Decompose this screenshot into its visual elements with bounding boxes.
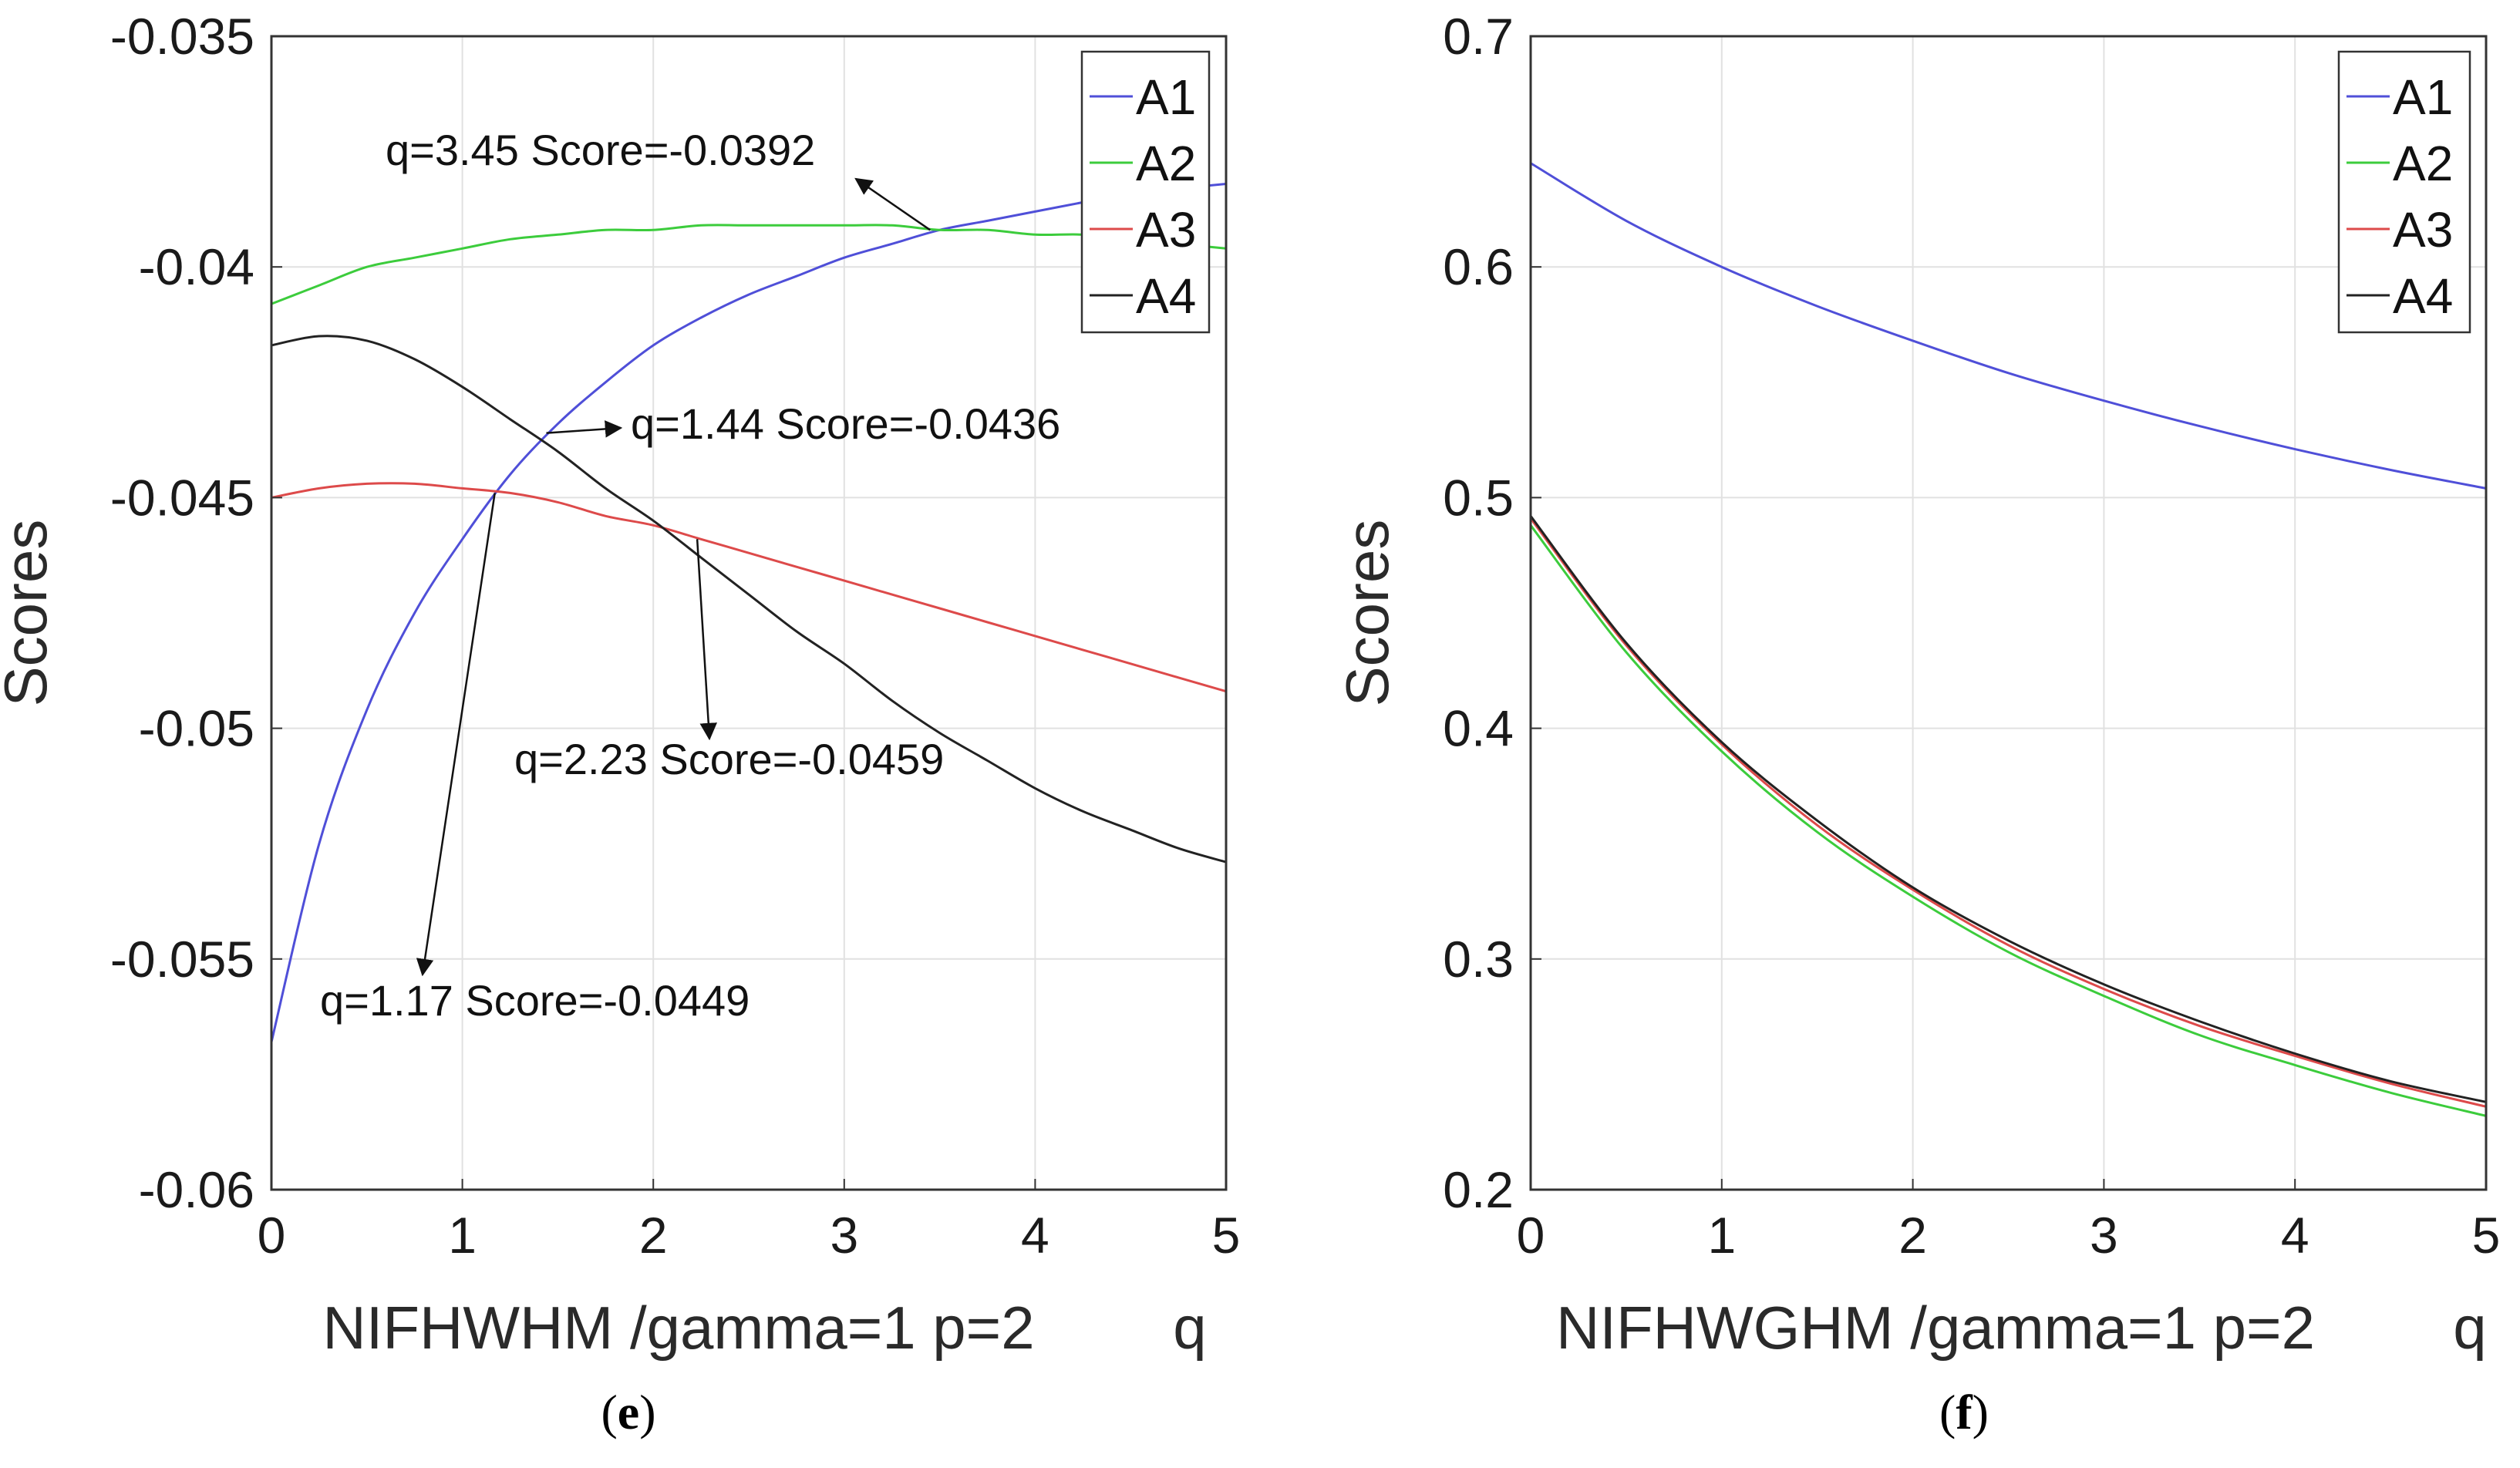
x-tick-label: 0: [258, 1207, 286, 1264]
legend-box: [1080, 50, 1211, 334]
annotation-arrow: [546, 420, 623, 438]
x-tick-label: 1: [448, 1207, 477, 1264]
annotation-arrow: [854, 177, 931, 231]
y-tick-label: -0.04: [139, 238, 254, 295]
legend-entry-a4: A4: [2393, 268, 2453, 324]
panel-e-x-ticks: 0 1 2 3 4 5: [258, 1179, 1241, 1264]
panel-e-y-ticks: -0.06 -0.055 -0.05 -0.045 -0.04 -0.035: [110, 8, 282, 1218]
x-tick-label: 2: [639, 1207, 668, 1264]
panel-e-annotations: q=3.45 Score=-0.0392 q=1.44 Score=-0.0436…: [320, 126, 1060, 1025]
x-tick-label: 1: [1707, 1207, 1736, 1264]
x-tick-label: 2: [1898, 1207, 1927, 1264]
x-tick-label: 3: [2090, 1207, 2118, 1264]
series-line-a1: [1530, 162, 2487, 490]
legend-entry-a1: A1: [1136, 69, 1196, 125]
y-tick-label: 0.3: [1443, 931, 1514, 988]
series-line-a3: [1529, 517, 2487, 1108]
y-tick-label: 0.5: [1443, 469, 1514, 526]
panel-f-x-axis-label: NIFHWGHM /gamma=1 p=2: [1556, 1294, 2315, 1362]
annotation-label: q=3.45 Score=-0.0392: [386, 126, 815, 174]
panel-e-y-axis-label: Scores: [0, 520, 59, 707]
legend-box: [2337, 50, 2471, 334]
panel-f-series-group: [1529, 162, 2487, 1117]
series-line-a3: [271, 482, 1227, 693]
panel-e-series-group: [270, 183, 1227, 1042]
y-tick-label: -0.055: [110, 931, 254, 988]
series-line-a2: [271, 224, 1227, 305]
y-tick-label: -0.06: [139, 1161, 254, 1218]
panel-e-legend: A1 A2 A3 A4: [1080, 50, 1211, 334]
panel-e-axes-frame: [270, 35, 1228, 1191]
series-line-a4: [271, 335, 1227, 864]
series-line-a2: [1529, 524, 2487, 1117]
legend-entry-a3: A3: [1136, 202, 1196, 258]
panel-e-x-axis-variable: q: [1173, 1294, 1206, 1362]
legend-entry-a4: A4: [1136, 268, 1196, 324]
x-tick-label: 3: [830, 1207, 858, 1264]
panel-f-legend: A1 A2 A3 A4: [2337, 50, 2471, 334]
legend-entry-a2: A2: [1136, 136, 1196, 191]
y-tick-label: -0.045: [110, 469, 254, 526]
x-tick-label: 4: [2281, 1207, 2309, 1264]
legend-entry-a2: A2: [2393, 136, 2453, 191]
series-line-a1: [270, 183, 1227, 1042]
panel-f-y-ticks: 0.2 0.3 0.4 0.5 0.6 0.7: [1443, 8, 1541, 1218]
panel-f-x-ticks: 0 1 2 3 4 5: [1517, 1179, 2501, 1264]
y-tick-label: 0.4: [1443, 700, 1514, 757]
y-tick-label: 0.7: [1443, 8, 1514, 65]
annotation-label: q=2.23 Score=-0.0459: [514, 735, 944, 783]
annotation-arrow: [416, 493, 496, 977]
panel-f-y-axis-label: Scores: [1333, 520, 1401, 707]
series-line-a4: [1529, 515, 2487, 1103]
y-tick-label: -0.05: [139, 700, 254, 757]
panel-e-x-axis-label: NIFHWHM /gamma=1 p=2: [322, 1294, 1034, 1362]
annotation-label: q=1.17 Score=-0.0449: [320, 976, 750, 1025]
x-tick-label: 5: [2472, 1207, 2501, 1264]
annotation-label: q=1.44 Score=-0.0436: [631, 399, 1060, 448]
y-tick-label: 0.6: [1443, 238, 1514, 295]
legend-entry-a3: A3: [2393, 202, 2453, 258]
x-tick-label: 5: [1212, 1207, 1241, 1264]
panel-f-chart: 0.2 0.3 0.4 0.5 0.6 0.7 0 1 2 3 4 5 A1 A2 A3 A4 Score…: [1333, 8, 2500, 1439]
panel-f-axes-frame: [1529, 35, 2488, 1191]
y-tick-label: 0.2: [1443, 1161, 1514, 1218]
legend-entry-a1: A1: [2393, 69, 2453, 125]
x-tick-label: 4: [1021, 1207, 1049, 1264]
panel-e-caption: (e): [601, 1385, 655, 1439]
panel-e-chart: -0.06 -0.055 -0.05 -0.045 -0.04 -0.035 0 1 2 3 4 5…: [0, 8, 1240, 1439]
annotation-arrow: [696, 539, 717, 741]
panel-f-caption: (f): [1939, 1385, 1989, 1439]
x-tick-label: 0: [1517, 1207, 1545, 1264]
y-tick-label: -0.035: [110, 8, 254, 65]
panel-f-x-axis-variable: q: [2453, 1294, 2486, 1362]
